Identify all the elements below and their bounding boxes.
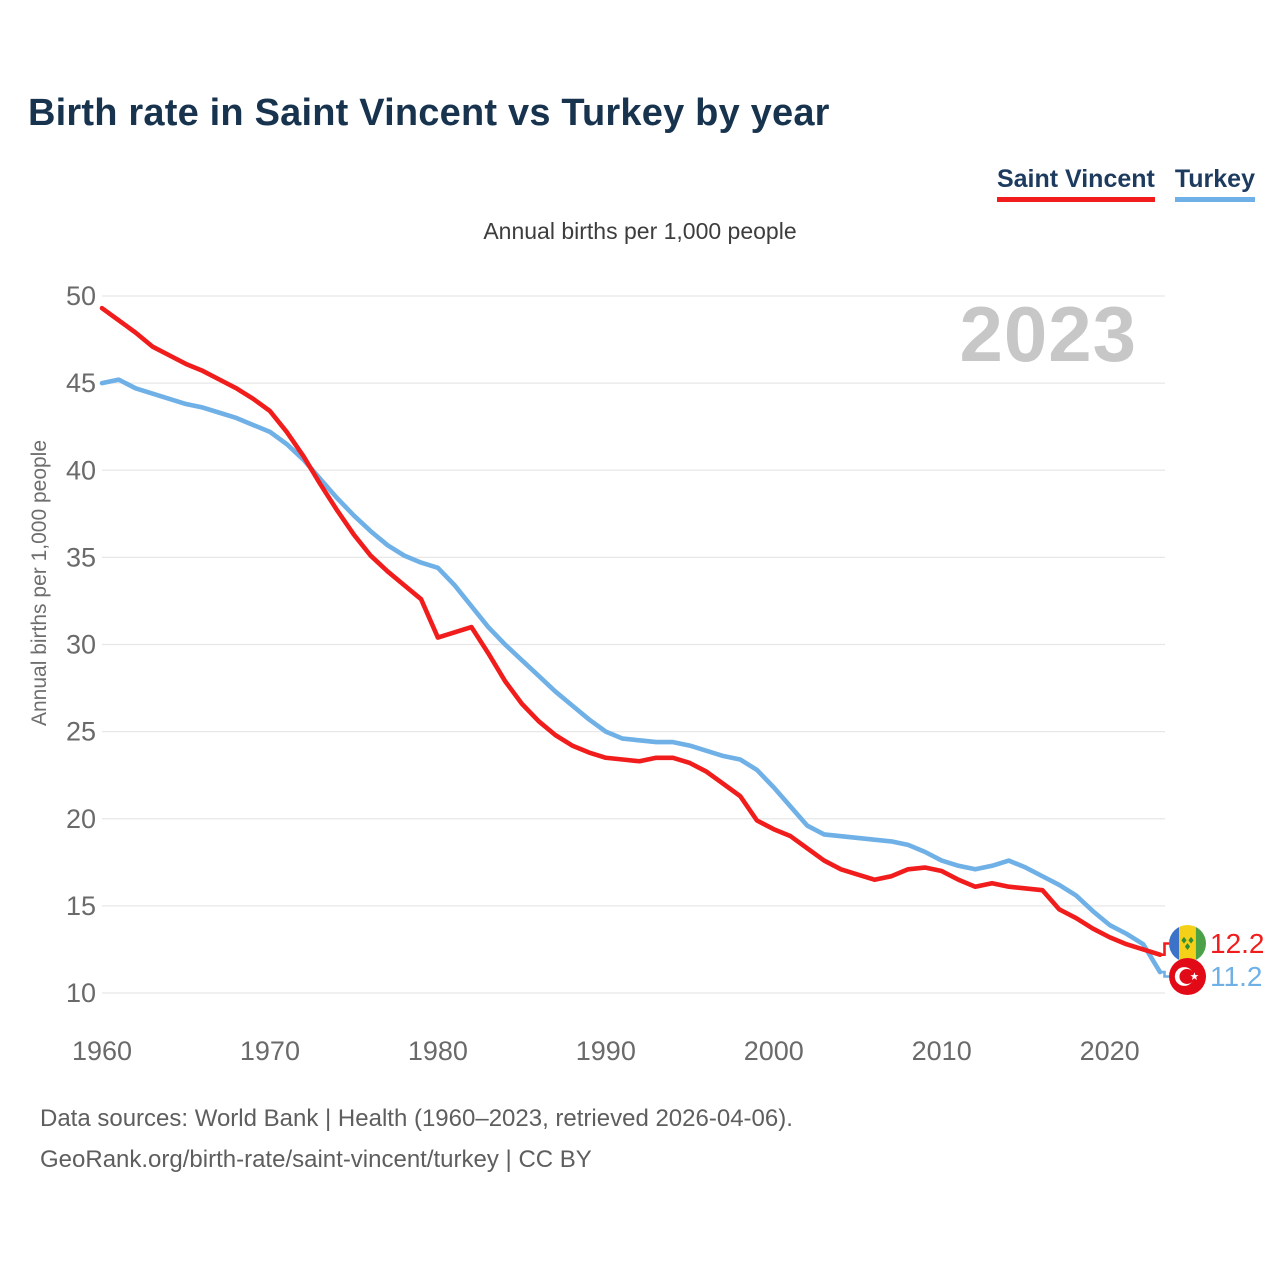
end-connector-turkey (1160, 970, 1169, 978)
x-tick-label: 1980 (408, 1036, 468, 1066)
end-value-turkey: 11.2 (1210, 961, 1263, 992)
legend: Saint Vincent Turkey (996, 165, 1255, 202)
footer-attribution-line: GeoRank.org/birth-rate/saint-vincent/tur… (40, 1146, 592, 1173)
legend-label-saint-vincent: Saint Vincent (996, 165, 1155, 193)
x-tick-label: 1970 (240, 1036, 300, 1066)
x-tick-label: 1990 (576, 1036, 636, 1066)
saint-vincent-flag-icon (1169, 925, 1206, 962)
y-tick-label: 15 (66, 891, 96, 921)
footer-sources-line: Data sources: World Bank | Health (1960–… (40, 1105, 793, 1132)
y-tick-label: 50 (66, 281, 96, 311)
legend-item-turkey[interactable]: Turkey (1174, 165, 1255, 202)
footer: Data sources: World Bank | Health (1960–… (40, 1098, 793, 1180)
y-tick-label: 45 (66, 368, 96, 398)
y-tick-label: 20 (66, 804, 96, 834)
legend-item-saint-vincent[interactable]: Saint Vincent (996, 165, 1155, 202)
end-value-saint-vincent: 12.2 (1210, 928, 1265, 959)
watermark-year: 2023 (959, 290, 1137, 378)
x-tick-label: 1960 (72, 1036, 132, 1066)
series-line-saint-vincent (99, 305, 1163, 957)
legend-underline-turkey (1174, 197, 1255, 202)
x-tick-label: 2010 (912, 1036, 972, 1066)
x-tick-label: 2000 (744, 1036, 804, 1066)
y-tick-label: 10 (66, 978, 96, 1008)
turkey-flag-icon (1169, 958, 1206, 995)
x-tick-label: 2020 (1080, 1036, 1140, 1066)
series-line-turkey (99, 377, 1163, 975)
legend-underline-saint-vincent (996, 197, 1155, 202)
y-tick-label: 35 (66, 542, 96, 572)
y-tick-label: 25 (66, 717, 96, 747)
chart-subtitle: Annual births per 1,000 people (483, 218, 797, 244)
y-tick-label: 40 (66, 455, 96, 485)
page-title: Birth rate in Saint Vincent vs Turkey by… (28, 92, 830, 134)
y-tick-label: 30 (66, 630, 96, 660)
legend-label-turkey: Turkey (1174, 165, 1255, 193)
end-connector-saint-vincent (1160, 942, 1169, 956)
